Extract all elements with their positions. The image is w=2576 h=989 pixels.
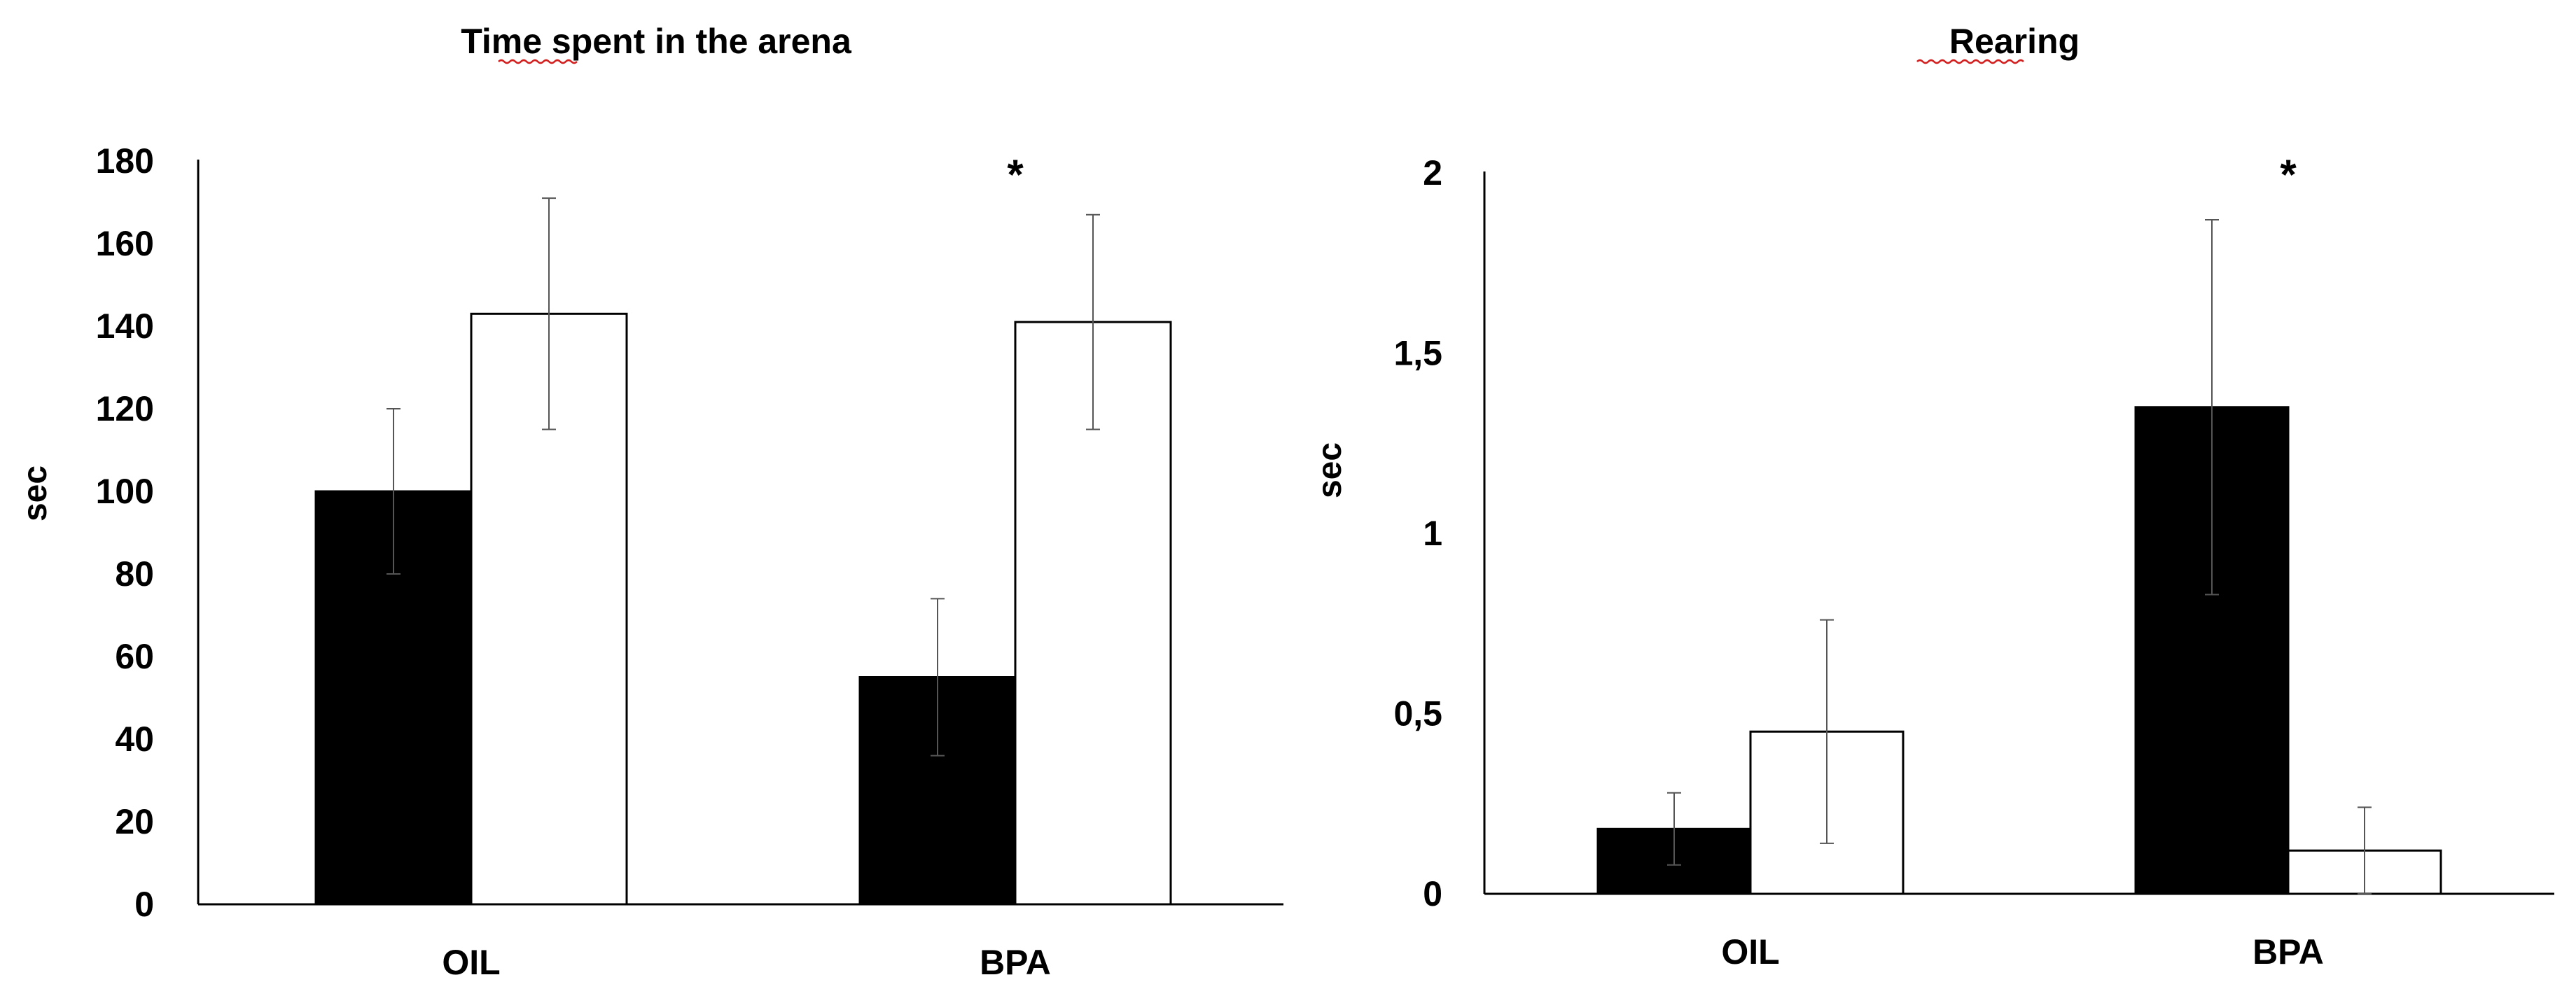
chart-title: Time spent in the arena — [461, 22, 852, 61]
x-category-label: OIL — [1721, 932, 1779, 972]
chart-title: Rearing — [1949, 22, 2080, 61]
y-tick-label: 180 — [96, 141, 154, 181]
x-category-label: BPA — [980, 943, 1051, 982]
chart-time-spent-in-arena: Time spent in the arena sec 0 20 40 60 80 100… — [17, 22, 1283, 982]
y-tick-label: 160 — [96, 224, 154, 263]
y-tick-label: 0 — [1423, 874, 1442, 913]
y-tick-label: 0 — [134, 885, 154, 924]
bars — [314, 197, 1172, 906]
chart-rearing: Rearing sec 0 0,5 1 1,5 2 OIL BPA * — [1311, 22, 2554, 972]
y-tick-label: 120 — [96, 389, 154, 428]
x-category-label: BPA — [2253, 932, 2324, 972]
significance-marker: * — [2280, 151, 2297, 198]
spellcheck-underline — [1916, 59, 2024, 64]
y-axis-label: sec — [1311, 442, 1349, 498]
y-tick-label: 60 — [115, 637, 154, 676]
axes: 0 0,5 1 1,5 2 OIL BPA — [1393, 153, 2554, 972]
significance-marker: * — [1007, 151, 1024, 198]
y-tick-label: 2 — [1423, 153, 1442, 192]
y-tick-label: 1 — [1423, 514, 1442, 553]
y-tick-label: 40 — [115, 720, 154, 759]
y-tick-label: 140 — [96, 307, 154, 346]
y-axis-label: sec — [17, 465, 54, 521]
spellcheck-underline — [498, 59, 578, 64]
bars — [1596, 218, 2442, 895]
x-category-label: OIL — [442, 943, 500, 982]
y-tick-label: 80 — [115, 554, 154, 594]
axes: 0 20 40 60 80 100 120 140 160 180 OIL BPA — [96, 141, 1283, 982]
y-tick-label: 20 — [115, 802, 154, 841]
y-tick-label: 0,5 — [1393, 694, 1442, 734]
y-tick-label: 100 — [96, 472, 154, 511]
y-tick-label: 1,5 — [1393, 334, 1442, 373]
